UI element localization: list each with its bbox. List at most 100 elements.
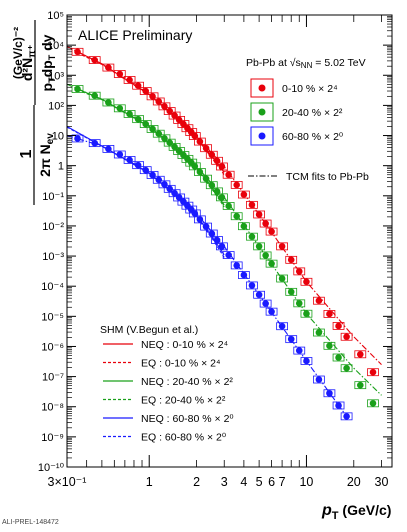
- x-tick-label: 30: [375, 475, 389, 489]
- y-tick-label: 10⁻²: [42, 221, 64, 233]
- data-point: [166, 107, 174, 115]
- syst-error-box: [253, 242, 265, 251]
- syst-error-box: [293, 267, 306, 276]
- y-axis-label: 1 2π Nev d²Nπ⁺ pTdpT dy (GeV/c)⁻²: [11, 20, 57, 205]
- syst-error-box: [253, 290, 265, 299]
- syst-error-box: [313, 375, 325, 384]
- data-point: [116, 70, 124, 78]
- syst-error-box: [265, 307, 278, 316]
- syst-error-box: [230, 261, 243, 270]
- syst-error-box: [188, 162, 201, 171]
- syst-error-box: [238, 190, 250, 199]
- syst-error-box: [163, 184, 176, 193]
- data-point: [175, 147, 183, 155]
- data-point: [343, 333, 350, 341]
- syst-error-box: [332, 322, 345, 330]
- syst-error-box: [132, 161, 144, 170]
- data-points: [71, 47, 379, 421]
- syst-error-box: [88, 56, 101, 64]
- data-point: [105, 64, 112, 71]
- y-tick-label: 10⁵: [47, 10, 64, 22]
- syst-error-box: [188, 209, 201, 218]
- syst-error-box: [238, 271, 250, 279]
- data-point: [161, 134, 168, 142]
- data-point: [171, 112, 178, 119]
- data-point: [287, 335, 295, 343]
- data-point: [196, 168, 204, 176]
- data-point: [315, 376, 323, 383]
- data-point: [335, 322, 342, 330]
- data-point: [126, 76, 133, 84]
- data-point: [142, 120, 150, 128]
- syst-error-box: [177, 120, 190, 128]
- legend-fit-label: TCM fits to Pb-Pb: [286, 171, 369, 183]
- data-point: [233, 262, 240, 269]
- data-point: [116, 105, 124, 112]
- syst-error-box: [300, 357, 313, 365]
- syst-error-box: [238, 222, 250, 231]
- syst-error-box: [211, 156, 223, 165]
- data-point: [202, 175, 210, 182]
- data-point: [225, 202, 232, 210]
- data-point: [303, 357, 310, 365]
- data-point: [356, 381, 364, 389]
- legend-top-box: [250, 126, 274, 146]
- y-label-prefactor-den: 2π Nev: [37, 133, 56, 177]
- syst-error-box: [123, 156, 136, 164]
- data-point: [268, 308, 275, 315]
- syst-error-box: [71, 85, 84, 93]
- data-point: [126, 156, 133, 164]
- data-point: [268, 260, 275, 267]
- syst-error-box: [222, 202, 235, 210]
- x-tick-label: 3: [221, 475, 228, 489]
- syst-error-box: [185, 128, 198, 136]
- data-point: [149, 125, 156, 133]
- data-point: [335, 354, 342, 361]
- data-point: [208, 230, 216, 237]
- data-point: [74, 135, 81, 142]
- data-point: [134, 82, 142, 90]
- syst-error-box: [293, 299, 306, 308]
- syst-error-box: [340, 364, 353, 373]
- syst-error-box: [216, 193, 228, 202]
- syst-error-box: [188, 132, 201, 140]
- data-point: [248, 233, 256, 240]
- syst-error-box: [146, 125, 159, 133]
- data-point: [161, 103, 168, 110]
- data-point: [202, 144, 210, 152]
- data-point: [191, 163, 199, 170]
- data-point: [225, 171, 232, 179]
- y-label-unit: (GeV/c)⁻²: [11, 27, 25, 79]
- syst-error-box: [340, 412, 353, 421]
- data-point: [240, 222, 248, 230]
- banner-text: ALICE Preliminary: [78, 27, 192, 43]
- data-point: [218, 243, 226, 250]
- legend-shm-label: EQ : 20-40 % × 2²: [141, 395, 226, 407]
- syst-error-box: [88, 139, 101, 148]
- syst-error-box: [222, 251, 235, 259]
- syst-error-box: [354, 350, 367, 359]
- data-point: [213, 236, 221, 244]
- legend-shm-label: NEQ : 60-80 % × 2⁰: [141, 413, 234, 425]
- syst-error-box: [146, 92, 159, 101]
- data-point: [171, 143, 178, 151]
- syst-error-box: [168, 111, 181, 120]
- axes: 10⁻¹⁰ 10⁻⁹ 10⁻⁸ 10⁻⁷ 10⁻⁶ 10⁻⁵ 10⁻⁴ 10⁻³ 10⁻² 10⁻…: [38, 10, 392, 489]
- syst-error-box: [276, 322, 288, 331]
- data-point: [343, 413, 350, 420]
- syst-error-box: [216, 242, 228, 251]
- syst-error-box: [285, 255, 298, 264]
- syst-error-box: [139, 120, 152, 128]
- y-tick-label: 10⁻¹: [42, 191, 64, 203]
- data-point: [343, 364, 350, 372]
- data-point: [91, 56, 98, 64]
- data-point: [287, 288, 295, 296]
- data-point: [166, 185, 174, 193]
- syst-error-box: [253, 210, 265, 219]
- syst-error-box: [332, 401, 345, 410]
- syst-error-box: [313, 328, 325, 337]
- data-point: [225, 251, 232, 259]
- data-point: [105, 145, 112, 153]
